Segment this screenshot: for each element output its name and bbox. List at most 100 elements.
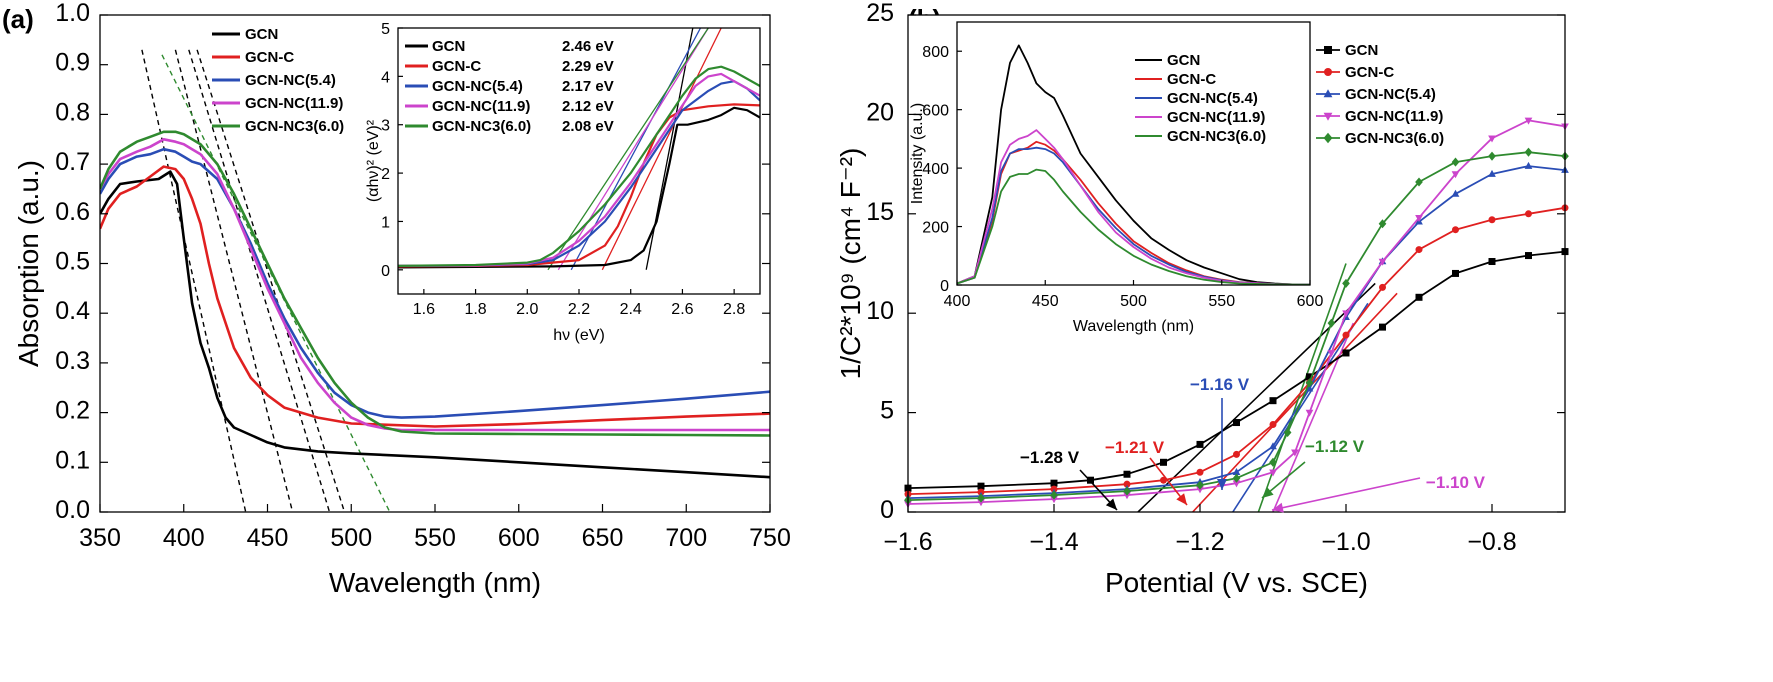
inset-series-line-GCN-NC3(6.0) [957, 168, 1310, 285]
y-tick-label: 0.5 [55, 248, 90, 276]
inset-legend-label: GCN-NC(5.4) [432, 78, 523, 95]
legend-label: GCN-NC3(6.0) [1345, 130, 1444, 147]
x-tick-label: 2.0 [516, 301, 538, 318]
y-tick-label: 0.9 [55, 49, 90, 77]
inset-series-line-GCN-NC(11.9) [957, 129, 1310, 285]
inset-legend-label: GCN-NC(5.4) [1167, 90, 1258, 107]
legend-label: GCN-NC(11.9) [1345, 108, 1443, 125]
data-point [1525, 252, 1532, 260]
data-point [1415, 246, 1423, 254]
annotation-label: −1.10 V [1426, 473, 1486, 492]
x-tick-label: 350 [79, 524, 121, 552]
data-point [1123, 486, 1131, 496]
data-point [1050, 490, 1058, 500]
x-tick-label: 700 [665, 524, 707, 552]
y-tick-label: 0.8 [55, 98, 90, 126]
annotation-label: −1.16 V [1190, 375, 1250, 394]
annotation-label: −1.28 V [1020, 448, 1080, 467]
y-tick-label: 0.6 [55, 198, 90, 226]
legend-label: GCN-C [1345, 64, 1394, 81]
legend-label: GCN-NC(11.9) [245, 95, 343, 112]
inset-tangent-line [570, 28, 702, 271]
data-point [1050, 479, 1058, 487]
data-point [1283, 427, 1292, 438]
x-tick-label: −0.8 [1467, 528, 1516, 556]
data-point [1323, 112, 1333, 121]
data-point [1233, 419, 1240, 427]
data-point [1415, 214, 1423, 222]
y-tick-label: 0.3 [55, 347, 90, 375]
inset-series-line-GCN [398, 106, 760, 269]
data-point [1196, 480, 1204, 490]
series-line-GCN [100, 170, 770, 479]
inset-legend-label: GCN-NC(11.9) [432, 98, 530, 115]
data-point [1050, 496, 1058, 504]
x-axis-title-a: Wavelength (nm) [329, 567, 541, 598]
y-tick-label: 0.7 [55, 148, 90, 176]
data-point [1269, 442, 1277, 450]
y-tick-label: 15 [866, 198, 894, 226]
data-point [1232, 480, 1241, 488]
y-tick-label: 600 [922, 103, 949, 120]
inset-y-axis-title-a: (αhν)² (eV)² [365, 119, 382, 202]
x-tick-label: 1.8 [464, 301, 486, 318]
inset-legend-label: GCN [432, 38, 465, 55]
x-tick-label: 2.2 [568, 301, 590, 318]
data-point [1452, 226, 1459, 234]
y-tick-label: 2 [381, 166, 390, 183]
y-tick-label: 0 [940, 278, 949, 295]
inset-tangent-line [547, 28, 709, 271]
inset-legend-label: GCN-NC(11.9) [1167, 109, 1265, 126]
data-point [1342, 278, 1350, 288]
data-point [1488, 258, 1496, 266]
data-point [1196, 468, 1204, 476]
plot-frame-b [907, 14, 1566, 513]
data-point [1342, 310, 1350, 318]
inset-legend-label: GCN-C [1167, 71, 1216, 88]
data-point [1378, 219, 1387, 229]
y-tick-label: 4 [381, 69, 390, 86]
annotation-label: −1.12 V [1305, 437, 1365, 456]
inset-x-axis-title-b: Wavelength (nm) [1073, 318, 1194, 335]
data-point [977, 493, 985, 503]
x-tick-label: 500 [330, 524, 372, 552]
series-line-GCN-NC(11.9) [100, 138, 770, 432]
legend-label: GCN-C [245, 49, 294, 66]
y-tick-label: 0.2 [55, 397, 90, 425]
data-point [1291, 449, 1299, 457]
data-point [1324, 68, 1332, 76]
y-tick-label: 1.0 [55, 0, 90, 27]
data-point [1232, 468, 1241, 476]
inset-x-axis-title-a: hν (eV) [553, 327, 605, 344]
inset-series-line-GCN-C [398, 103, 760, 268]
series-line-GCN-C [100, 165, 770, 428]
data-point [1305, 409, 1314, 417]
data-point [1196, 486, 1204, 494]
data-point [1342, 349, 1350, 357]
series-line-GCN-NC3(6.0) [100, 130, 770, 437]
data-point [1524, 147, 1533, 157]
data-point [1305, 384, 1314, 392]
data-point [1451, 171, 1460, 179]
inset-y-axis-title-b: Intensity (a.u.) [909, 103, 926, 204]
x-tick-label: 650 [582, 524, 624, 552]
data-point [1123, 480, 1131, 488]
data-point [1451, 189, 1460, 197]
x-tick-label: 600 [1297, 293, 1324, 310]
x-tick-label: 450 [1032, 293, 1059, 310]
inset-legend-label: GCN-NC3(6.0) [1167, 128, 1266, 145]
data-point [1327, 350, 1336, 358]
y-tick-label: 0.0 [55, 496, 90, 524]
panel-label-a: (a) [2, 4, 34, 34]
x-tick-label: 400 [163, 524, 205, 552]
tangent-line [174, 49, 294, 512]
legend-label: GCN-NC(5.4) [1345, 86, 1436, 103]
inset-tangent-line [601, 28, 722, 271]
tangent-line [1137, 282, 1376, 512]
inset-legend-value: 2.12 eV [562, 98, 614, 115]
data-point [1488, 135, 1496, 143]
data-point [1525, 210, 1532, 218]
data-point [1379, 283, 1386, 291]
x-tick-label: −1.0 [1321, 528, 1370, 556]
